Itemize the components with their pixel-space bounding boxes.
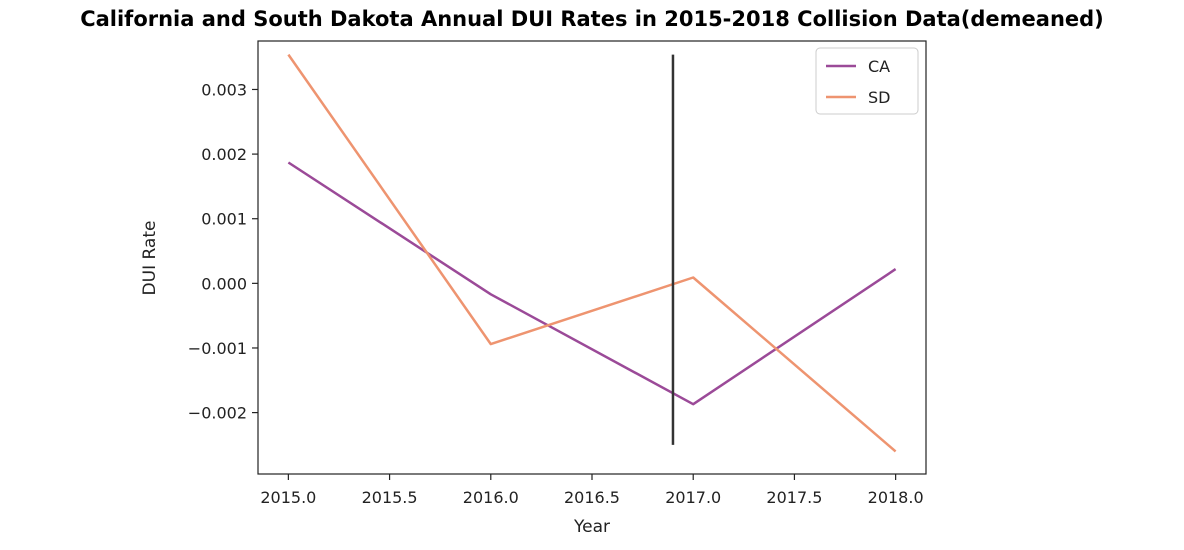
x-tick-label: 2017.0 [665, 488, 721, 507]
x-tick-label: 2016.0 [463, 488, 519, 507]
x-axis-label: Year [573, 517, 610, 537]
x-tick-label: 2018.0 [868, 488, 924, 507]
y-axis-label: DUI Rate [140, 221, 160, 296]
y-tick-label: −0.001 [188, 339, 247, 358]
legend: CA SD [815, 47, 919, 115]
x-axis: 2015.0 2015.5 2016.0 2016.5 2017.0 2017.5 2018… [260, 474, 924, 507]
legend-label-sd: SD [868, 88, 890, 107]
series-line-ca [287, 161, 897, 406]
series-layer [287, 53, 897, 453]
y-tick-label: 0.002 [201, 145, 247, 164]
x-tick-label: 2017.5 [766, 488, 822, 507]
y-axis: −0.002 −0.001 0.000 0.001 0.002 0.003 [188, 80, 258, 423]
x-tick-label: 2015.0 [260, 488, 316, 507]
plot-area [257, 40, 927, 475]
x-tick-label: 2015.5 [362, 488, 418, 507]
y-tick-label: 0.000 [201, 274, 247, 293]
chart-title: California and South Dakota Annual DUI R… [80, 7, 1104, 31]
y-tick-label: 0.003 [201, 80, 247, 99]
legend-label-ca: CA [868, 57, 890, 76]
y-tick-label: 0.001 [201, 210, 247, 229]
legend-box [815, 47, 919, 115]
x-tick-label: 2016.5 [564, 488, 620, 507]
y-tick-label: −0.002 [188, 404, 247, 423]
series-line-sd [287, 53, 897, 453]
